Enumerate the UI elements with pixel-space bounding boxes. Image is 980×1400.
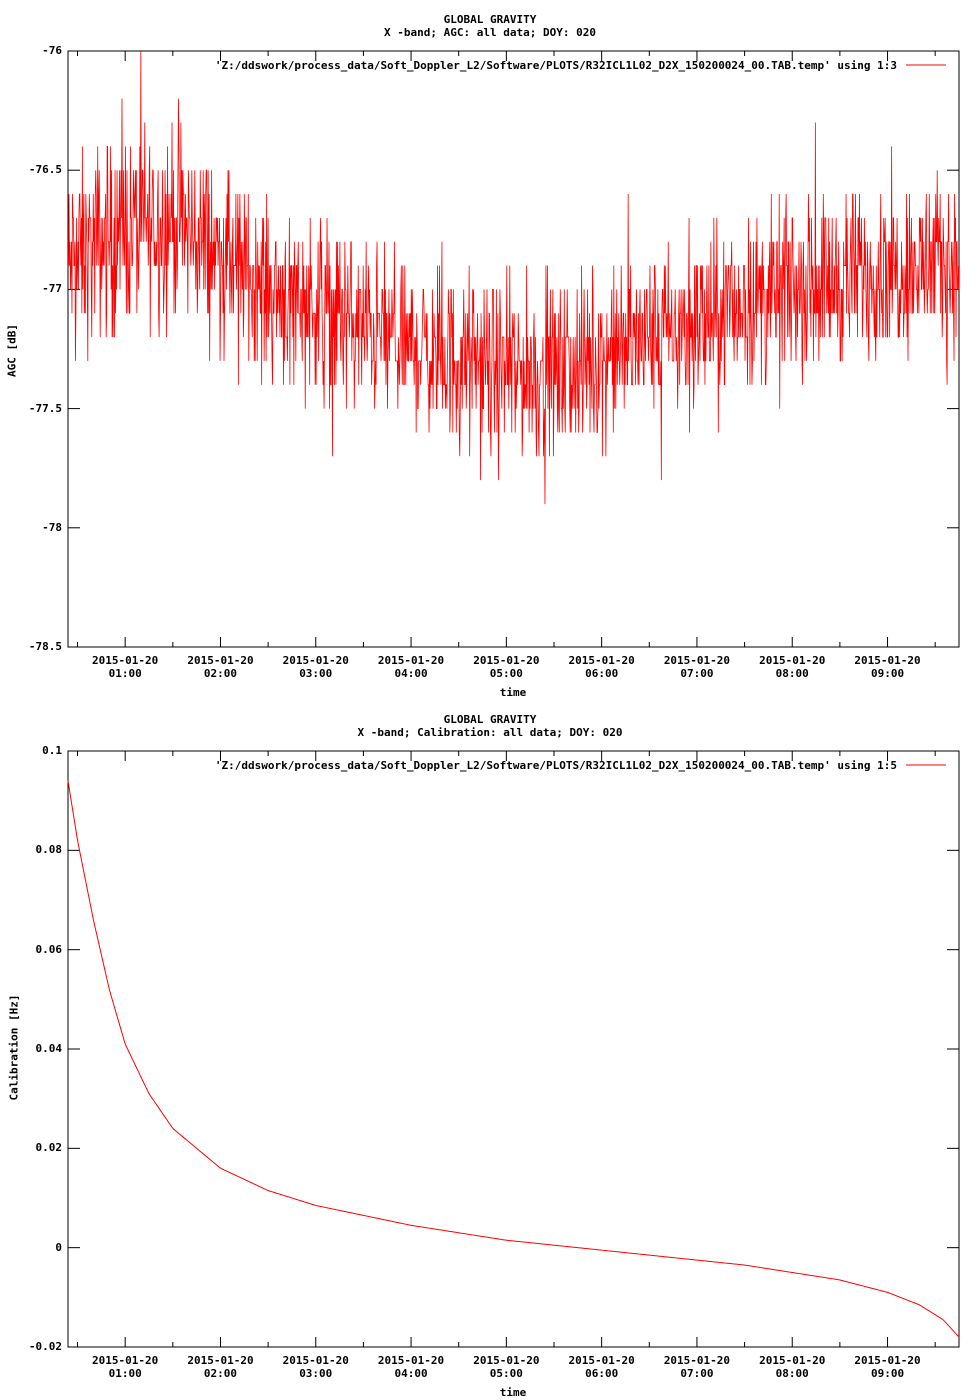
- y-tick-label: -76.5: [28, 163, 62, 177]
- plot-frame: [67, 750, 960, 1348]
- agc-chart-panel: GLOBAL GRAVITY X -band; AGC: all data; D…: [5, 13, 960, 699]
- x-tick-date: 2015-01-20: [92, 654, 159, 667]
- y-tick-label: -78: [42, 520, 62, 534]
- plot-frame: [67, 50, 960, 648]
- x-tick-time: 03:00: [299, 667, 333, 680]
- x-tick-label: 2015-01-20 06:00: [557, 1354, 647, 1380]
- y-tick-label: 0.06: [35, 942, 63, 956]
- x-tick-time: 05:00: [489, 1367, 523, 1380]
- x-tick-date: 2015-01-20: [92, 1354, 159, 1367]
- x-tick-time: 04:00: [394, 667, 428, 680]
- legend-label: 'Z:/ddswork/process_data/Soft_Doppler_L2…: [214, 59, 897, 72]
- x-tick-date: 2015-01-20: [568, 654, 635, 667]
- calibration-chart-panel: GLOBAL GRAVITY X -band; Calibration: all…: [0, 700, 980, 1400]
- x-tick-label: 2015-01-20 04:00: [366, 1354, 456, 1380]
- x-axis-label: time: [499, 1386, 527, 1399]
- x-tick-date: 2015-01-20: [282, 1354, 349, 1367]
- x-tick-label: 2015-01-20 09:00: [843, 1354, 933, 1380]
- x-tick-date: 2015-01-20: [663, 1354, 731, 1367]
- x-tick-date: 2015-01-20: [854, 654, 921, 667]
- x-tick-time: 07:00: [680, 667, 714, 680]
- x-tick-time: 09:00: [870, 667, 905, 680]
- chart-subtitle: X -band; AGC: all data; DOY: 020: [384, 26, 596, 39]
- x-tick-time: 04:00: [394, 1367, 428, 1380]
- y-tick-label: 0.1: [42, 744, 62, 757]
- x-tick-label: 2015-01-20 02:00: [175, 654, 265, 680]
- x-tick-date: 2015-01-20: [377, 654, 445, 667]
- x-tick-date: 2015-01-20: [473, 1354, 540, 1367]
- x-tick-time: 09:00: [870, 1367, 905, 1380]
- x-tick-date: 2015-01-20: [187, 654, 254, 667]
- y-tick-label: -77: [42, 282, 62, 296]
- legend-label: 'Z:/ddswork/process_data/Soft_Doppler_L2…: [214, 759, 897, 772]
- x-tick-label: 2015-01-20 07:00: [652, 654, 742, 680]
- y-tick-label: 0.08: [35, 843, 63, 857]
- x-tick-label: 2015-01-20 05:00: [461, 1354, 551, 1380]
- chart-title: GLOBAL GRAVITY: [443, 713, 537, 726]
- y-tick-label: -77.5: [28, 401, 62, 415]
- x-tick-date: 2015-01-20: [377, 1354, 445, 1367]
- y-axis-label: AGC [dB]: [5, 324, 19, 377]
- x-tick-date: 2015-01-20: [759, 1354, 826, 1367]
- y-tick-label: 0.04: [35, 1042, 63, 1055]
- x-tick-label: 2015-01-20 01:00: [80, 1354, 170, 1380]
- x-tick-date: 2015-01-20: [663, 654, 731, 667]
- x-tick-label: 2015-01-20 02:00: [175, 1354, 265, 1380]
- x-tick-date: 2015-01-20: [282, 654, 349, 667]
- x-tick-time: 08:00: [775, 1367, 809, 1380]
- y-tick-label: -0.02: [28, 1340, 62, 1353]
- agc-chart-svg: [67, 50, 960, 648]
- x-tick-label: 2015-01-20 05:00: [461, 654, 551, 680]
- x-tick-label: 2015-01-20 07:00: [652, 1354, 742, 1380]
- x-tick-label: 2015-01-20 06:00: [557, 654, 647, 680]
- y-tick-label: 0.02: [35, 1141, 63, 1155]
- x-tick-date: 2015-01-20: [854, 1354, 921, 1367]
- x-axis-label: time: [499, 686, 527, 699]
- x-tick-label: 2015-01-20 04:00: [366, 654, 456, 680]
- y-tick-label: -76: [42, 44, 62, 57]
- x-tick-label: 2015-01-20 03:00: [271, 1354, 361, 1380]
- calibration-chart-svg: [67, 750, 960, 1348]
- x-tick-time: 06:00: [585, 1367, 619, 1380]
- chart-subtitle: X -band; Calibration: all data; DOY: 020: [357, 726, 623, 739]
- x-tick-time: 01:00: [108, 667, 142, 680]
- x-tick-time: 03:00: [299, 1367, 333, 1380]
- calibration-series-line: [67, 780, 960, 1338]
- x-tick-label: 2015-01-20 08:00: [747, 654, 837, 680]
- chart-title: GLOBAL GRAVITY: [443, 13, 537, 26]
- x-tick-time: 02:00: [203, 1367, 238, 1380]
- x-tick-date: 2015-01-20: [568, 1354, 635, 1367]
- x-tick-label: 2015-01-20 01:00: [80, 654, 170, 680]
- agc-series-line: [68, 50, 960, 504]
- x-tick-time: 08:00: [775, 667, 809, 680]
- x-tick-time: 06:00: [585, 667, 619, 680]
- x-tick-date: 2015-01-20: [473, 654, 540, 667]
- x-tick-date: 2015-01-20: [187, 1354, 254, 1367]
- x-tick-date: 2015-01-20: [759, 654, 826, 667]
- x-tick-time: 01:00: [108, 1367, 142, 1380]
- x-tick-label: 2015-01-20 03:00: [271, 654, 361, 680]
- y-tick-label: 0: [55, 1240, 62, 1254]
- x-tick-label: 2015-01-20 08:00: [747, 1354, 837, 1380]
- y-tick-label: -78.5: [28, 640, 62, 653]
- x-tick-time: 02:00: [203, 667, 238, 680]
- x-tick-time: 05:00: [489, 667, 523, 680]
- x-tick-time: 07:00: [680, 1367, 714, 1380]
- x-tick-label: 2015-01-20 09:00: [843, 654, 933, 680]
